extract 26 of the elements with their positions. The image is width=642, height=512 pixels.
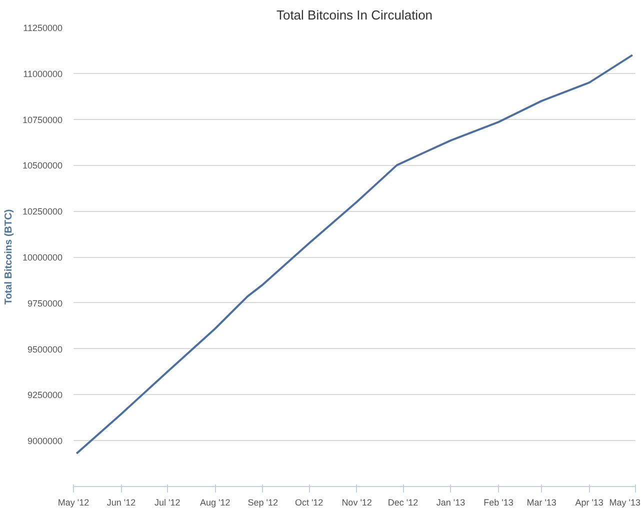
x-tick-label: Feb '13 (484, 498, 514, 508)
x-tick-label: Jul '12 (154, 498, 180, 508)
x-tick-label: Sep '12 (248, 498, 278, 508)
x-tick-label: Apr '13 (575, 498, 604, 508)
y-tick-label: 9000000 (27, 436, 63, 446)
y-tick-label: 9250000 (27, 390, 63, 400)
y-tick-label: 9750000 (27, 298, 63, 308)
chart-title: Total Bitcoins In Circulation (276, 8, 433, 22)
line-series (76, 54, 634, 454)
x-tick-label: May '12 (58, 498, 90, 508)
x-tick-label: Nov '12 (342, 498, 372, 508)
y-tick-label: 10250000 (22, 206, 63, 217)
y-tick-label: 11000000 (23, 68, 62, 79)
x-tick-label: Dec '12 (388, 498, 418, 508)
x-tick-label: Oct '12 (294, 498, 324, 508)
x-tick-label: Jan '13 (436, 498, 466, 508)
y-tick-label: 9500000 (27, 344, 63, 354)
x-tick-label: Mar '13 (526, 498, 556, 508)
x-tick-label: Jun '12 (106, 498, 136, 508)
y-tick-label: 11250000 (23, 23, 62, 33)
y-tick-label: 10000000 (22, 252, 63, 262)
x-tick-label: Aug '12 (200, 498, 230, 508)
y-tick-label: 10500000 (22, 160, 63, 171)
x-tick-label: May '13 (609, 498, 640, 508)
y-tick-label: 10750000 (22, 114, 63, 125)
y-axis-title: Total Bitcoins (BTC) (3, 209, 14, 305)
